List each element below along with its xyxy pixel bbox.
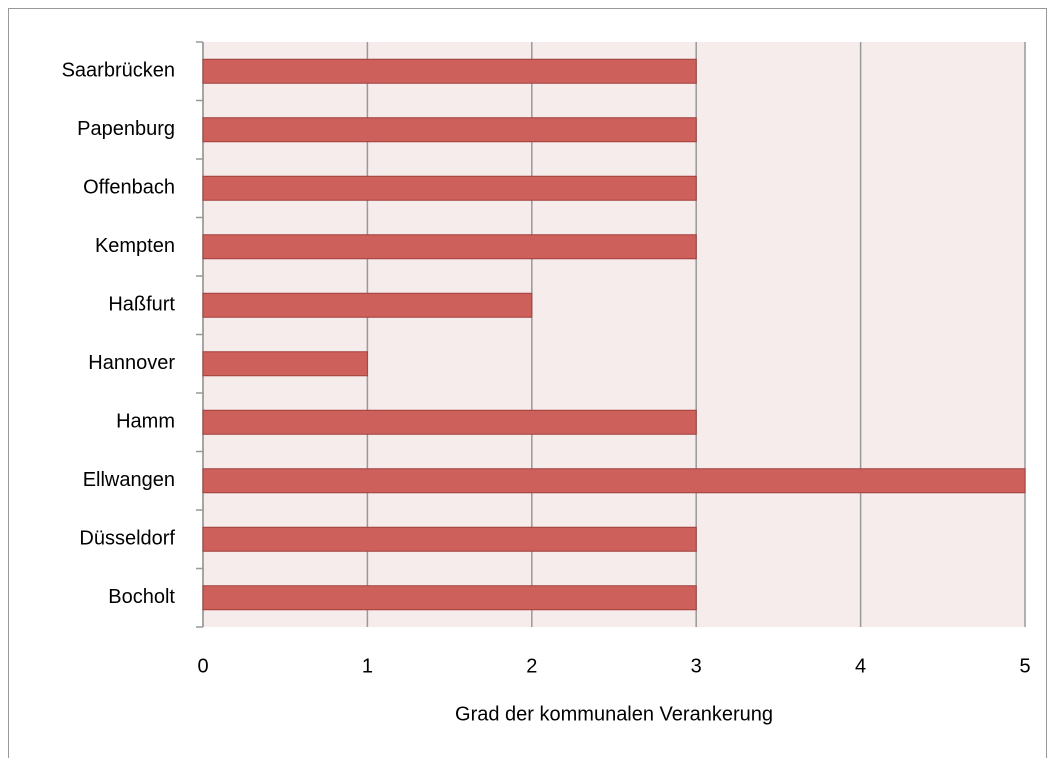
x-axis-label: Grad der kommunalen Verankerung [455,703,773,725]
bar [202,292,533,318]
bar [202,175,697,201]
y-tick-label: Hamm [116,411,175,433]
x-tick-label: 2 [526,655,537,677]
bar [202,468,1026,494]
y-tick-label: Kempten [95,235,175,257]
y-tick-label: Offenbach [83,177,175,199]
bar [202,234,697,260]
x-tick-label: 3 [691,655,702,677]
y-tick-label: Saarbrücken [62,60,175,82]
bar [202,409,697,435]
y-tick-label: Düsseldorf [79,528,175,550]
y-tick-label: Bocholt [108,586,175,608]
y-tick-label: Haßfurt [108,294,175,316]
x-tick-label: 0 [197,655,208,677]
bar [202,58,697,84]
x-tick-label: 4 [855,655,866,677]
y-tick-label: Papenburg [77,118,175,140]
x-tick-label: 1 [362,655,373,677]
y-tick-label: Ellwangen [83,469,175,491]
y-tick-label: Hannover [88,352,175,374]
bar [202,526,697,552]
bar [202,117,697,143]
bar [202,351,368,377]
x-tick-label: 5 [1019,655,1030,677]
bar [202,585,697,611]
